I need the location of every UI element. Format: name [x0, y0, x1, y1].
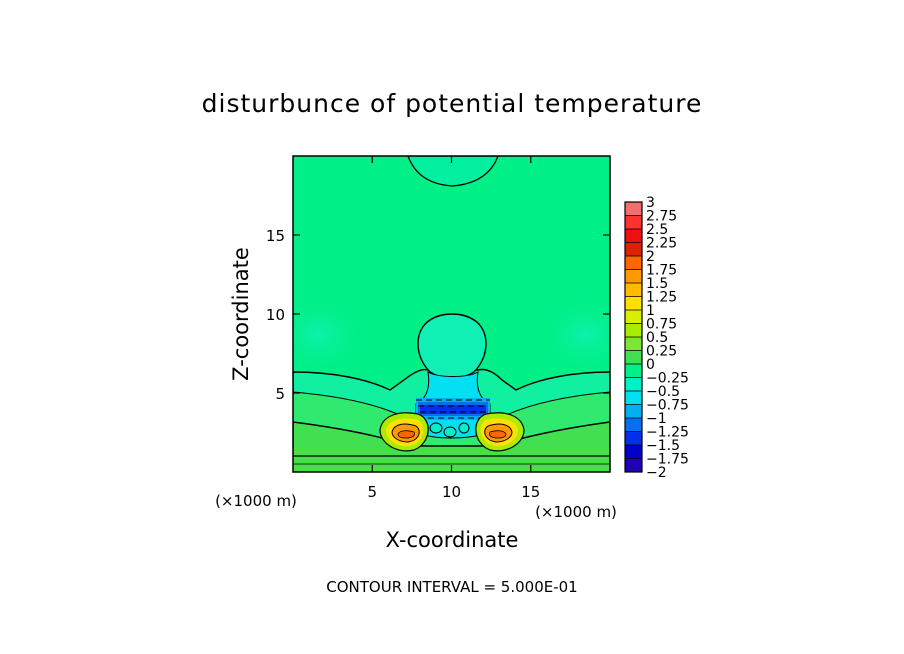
- warm-lobe-left-tip: [397, 430, 415, 439]
- colorbar-label-19: −1.75: [646, 452, 689, 468]
- contour-interval-label: CONTOUR INTERVAL = 5.000E-01: [326, 578, 577, 596]
- x-tick-label-5: 5: [367, 483, 377, 501]
- colorbar-swatch-0: [625, 202, 642, 216]
- colorbar-swatch-12: [625, 364, 642, 378]
- y-unit-label: (×1000 m): [215, 492, 297, 510]
- colorbar-label-15: −0.75: [646, 398, 689, 414]
- colorbar-swatch-13: [625, 377, 642, 392]
- x-tick-label-10: 10: [442, 483, 461, 501]
- colorbar-label-13: −0.25: [646, 371, 689, 387]
- plot-area: [293, 156, 610, 472]
- tick-labels: 5 10 15 5 10 15: [266, 227, 540, 501]
- colorbar-swatch-7: [625, 296, 642, 311]
- colorbar-label-6: 1.5: [646, 276, 668, 292]
- warm-dome: [417, 313, 487, 379]
- colorbar-label-4: 2: [646, 249, 655, 265]
- colorbar-swatch-8: [625, 310, 642, 324]
- colorbar-swatch-14: [625, 391, 642, 405]
- colorbar-swatch-6: [625, 283, 642, 297]
- warm-lobe-right-tip: [489, 430, 507, 439]
- colorbar-swatch-9: [625, 323, 642, 338]
- colorbar-label-2: 2.5: [646, 222, 668, 238]
- colorbar-label-18: −1.5: [646, 438, 680, 454]
- y-tick-label-10: 10: [266, 306, 285, 324]
- colorbar-swatch-11: [625, 350, 642, 365]
- colorbar-swatch-5: [625, 269, 642, 284]
- colorbar-swatch-18: [625, 445, 642, 459]
- small-cell-c: [458, 422, 470, 434]
- side-warm-patch-left: [293, 297, 363, 373]
- colorbar-label-10: 0.5: [646, 330, 668, 346]
- colorbar-label-12: 0: [646, 357, 655, 373]
- colorbar-label-17: −1.25: [646, 425, 689, 441]
- y-axis-label: Z-coordinate: [229, 247, 253, 381]
- colorbar-label-16: −1: [646, 411, 667, 427]
- cold-core-inner: [420, 405, 486, 414]
- colorbar: 32.752.52.2521.751.51.2510.750.50.250−0.…: [624, 195, 689, 481]
- colorbar-label-11: 0.25: [646, 344, 677, 360]
- colorbar-label-0: 3: [646, 195, 655, 211]
- side-warm-patch-right: [541, 297, 610, 373]
- y-tick-label-15: 15: [266, 227, 285, 245]
- colorbar-swatch-19: [625, 458, 642, 473]
- x-unit-label: (×1000 m): [535, 503, 617, 521]
- colorbar-label-9: 0.75: [646, 317, 677, 333]
- small-cell-b: [443, 426, 457, 438]
- colorbar-label-1: 2.75: [646, 209, 677, 225]
- y-tick-label-5: 5: [275, 385, 285, 403]
- colorbar-swatch-10: [625, 337, 642, 351]
- x-tick-label-15: 15: [521, 483, 540, 501]
- colorbar-label-7: 1.25: [646, 290, 677, 306]
- colorbar-label-3: 2.25: [646, 236, 677, 252]
- colorbar-label-20: −2: [646, 465, 667, 481]
- colorbar-swatch-3: [625, 242, 642, 257]
- colorbar-label-5: 1.75: [646, 263, 677, 279]
- colorbar-swatch-17: [625, 431, 642, 446]
- chart-title: disturbunce of potential temperature: [202, 89, 703, 118]
- x-axis-label: X-coordinate: [386, 528, 519, 552]
- colorbar-swatch-2: [625, 229, 642, 243]
- colorbar-swatch-1: [625, 215, 642, 230]
- colorbar-label-8: 1: [646, 303, 655, 319]
- axis-ticks: [293, 156, 610, 472]
- colorbar-swatch-15: [625, 404, 642, 419]
- small-cell-a: [429, 422, 443, 434]
- colorbar-label-14: −0.5: [646, 384, 680, 400]
- plume-top-region: [407, 156, 499, 187]
- colorbar-swatch-16: [625, 418, 642, 432]
- colorbar-swatch-4: [625, 256, 642, 270]
